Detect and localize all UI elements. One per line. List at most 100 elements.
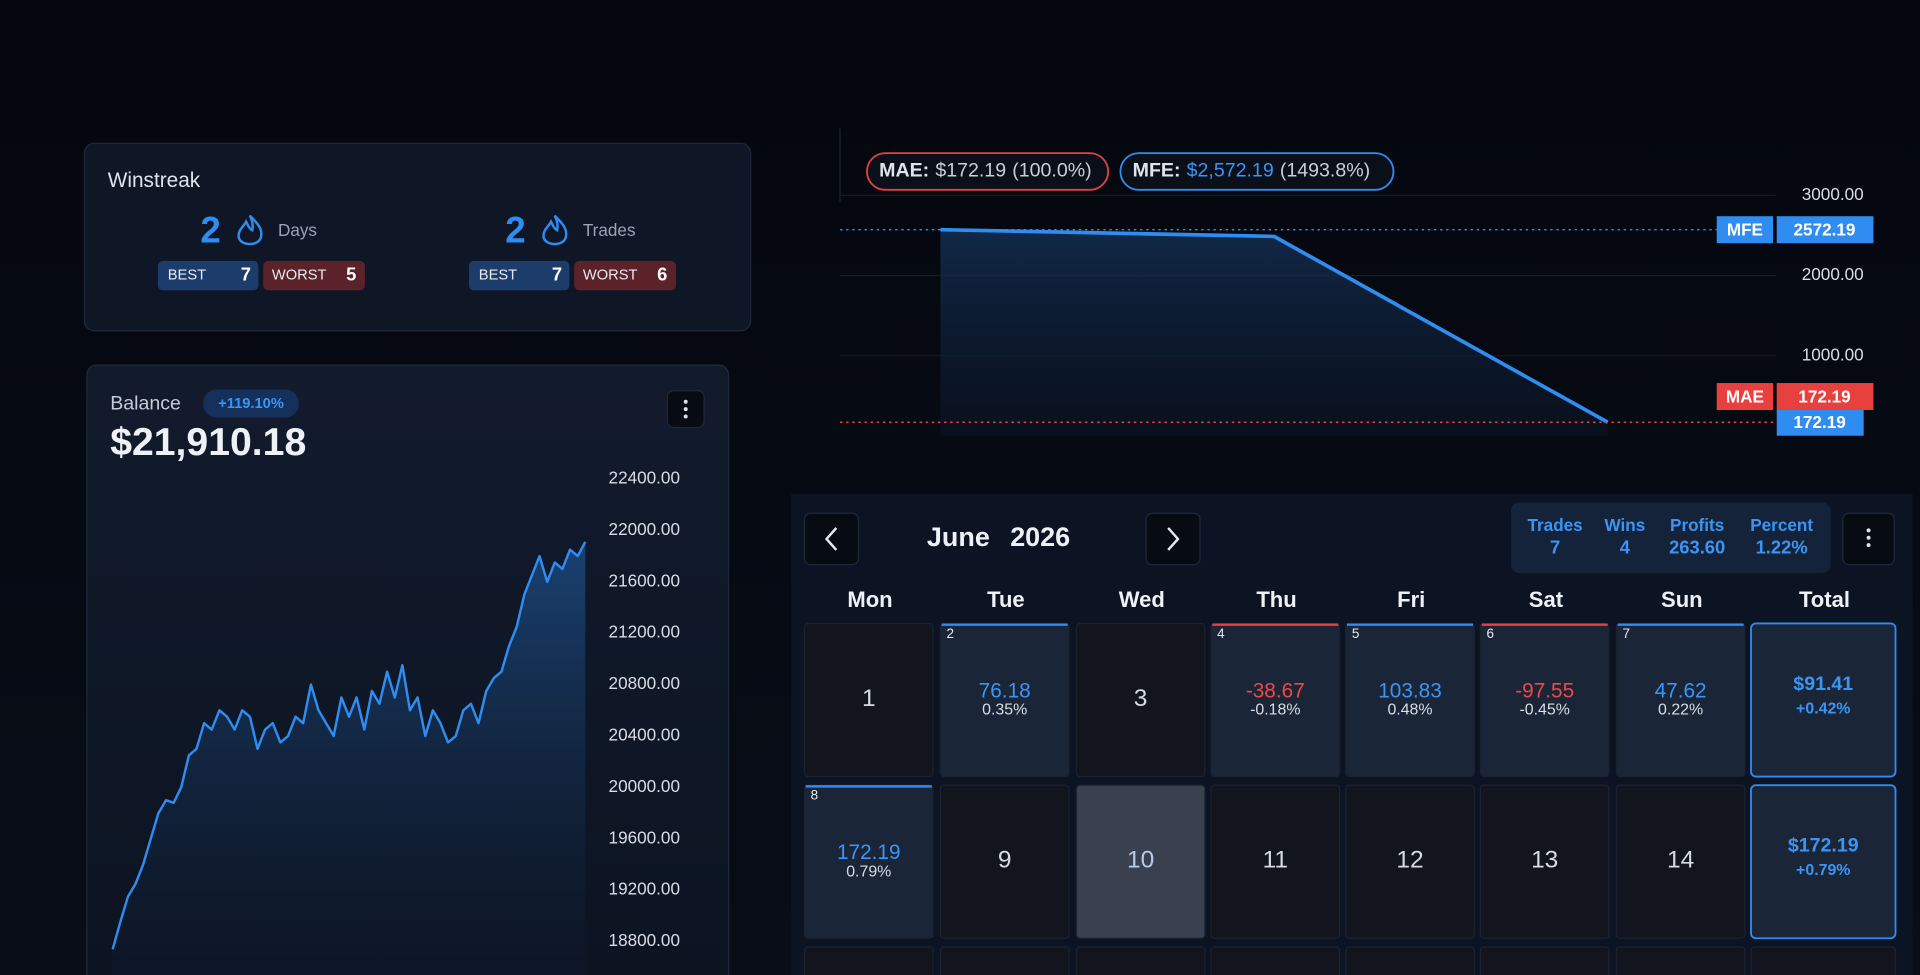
weekday: Tue xyxy=(987,587,1025,612)
last-value-box xyxy=(1776,409,1864,436)
day-number: 4 xyxy=(1217,626,1225,641)
day-cell xyxy=(1075,784,1206,939)
day-cell xyxy=(939,784,1070,939)
y-tick-label: 21600.00 xyxy=(609,570,680,590)
day-number: 1 xyxy=(862,685,876,712)
weekday: Sun xyxy=(1661,587,1703,612)
day-number: 8 xyxy=(811,788,818,803)
day-cell xyxy=(803,946,934,975)
y-tick-label: 20400.00 xyxy=(609,724,680,744)
day-pnl: -97.55 xyxy=(1515,680,1574,703)
prev-month[interactable] xyxy=(803,512,859,566)
stat-label: Trades xyxy=(1527,515,1582,535)
day-pnl: 76.18 xyxy=(979,680,1031,703)
level-value: 2572.19 xyxy=(1794,219,1856,239)
day-cell xyxy=(1210,784,1341,939)
pill-name: MFE: xyxy=(1133,160,1181,182)
balance-title: Balance xyxy=(110,392,181,414)
weekday: Mon xyxy=(847,587,892,612)
day-number: 2 xyxy=(947,626,954,641)
balance-value: $21,910.18 xyxy=(110,421,306,464)
day-number: 9 xyxy=(998,847,1012,874)
worst-badge xyxy=(263,260,365,291)
day-number: 11 xyxy=(1263,847,1288,874)
day-pct: -0.18% xyxy=(1250,702,1300,719)
pill-text: MFE: $2,572.19 (1493.8%) xyxy=(1133,160,1371,182)
y-tick-label: 3000.00 xyxy=(1802,184,1864,204)
total-pct: +0.42% xyxy=(1796,700,1850,717)
best-label: BEST xyxy=(479,267,517,283)
day-pct: 0.35% xyxy=(982,702,1027,719)
streak-unit: Days xyxy=(278,220,317,240)
pill-amount: $2,572.19 xyxy=(1187,160,1274,182)
level-value-box xyxy=(1776,216,1874,244)
day-number: 3 xyxy=(1134,685,1148,712)
day-number: 5 xyxy=(1352,626,1359,641)
y-tick-label: 20800.00 xyxy=(609,673,680,693)
worst-value: 6 xyxy=(657,263,667,284)
worst-label: WORST xyxy=(272,267,327,283)
day-number: 6 xyxy=(1487,626,1494,641)
calendar-menu[interactable] xyxy=(1842,512,1895,566)
day-cell xyxy=(1750,946,1897,975)
day-number: 12 xyxy=(1396,847,1423,874)
best-badge xyxy=(468,260,570,291)
pill-percent: (1493.8%) xyxy=(1280,160,1370,182)
level-name: MAE xyxy=(1726,386,1764,406)
streak-unit: Trades xyxy=(583,220,636,240)
pill xyxy=(866,152,1110,191)
pill-text: MAE: $172.19 (100.0%) xyxy=(879,160,1091,182)
weekday: Sat xyxy=(1529,587,1564,612)
day-pct: 0.48% xyxy=(1387,702,1432,719)
day-cell xyxy=(803,622,934,778)
last-value: 172.19 xyxy=(1793,412,1845,432)
y-tick-label: 1000.00 xyxy=(1802,344,1864,364)
weekday: Total xyxy=(1799,587,1850,612)
day-cell xyxy=(1479,784,1610,939)
y-tick-label: 19200.00 xyxy=(609,879,680,899)
winstreak-title: Winstreak xyxy=(108,169,201,192)
y-tick-label: 21200.00 xyxy=(609,622,680,642)
year: 2026 xyxy=(1010,522,1070,552)
level-name-box xyxy=(1716,216,1774,244)
day-cell xyxy=(1075,946,1206,975)
total-cell xyxy=(1750,784,1897,940)
change-badge xyxy=(203,389,299,418)
change-text: +119.10% xyxy=(218,396,284,412)
day-cell xyxy=(939,946,1070,975)
stat-value: 7 xyxy=(1550,537,1560,558)
pill-name: MAE: xyxy=(879,160,929,182)
total-pct: +0.79% xyxy=(1796,862,1850,879)
stat-value: 1.22% xyxy=(1756,537,1808,558)
day-number: 13 xyxy=(1531,847,1558,874)
day-cell xyxy=(1345,784,1475,939)
level-name: MFE xyxy=(1727,219,1763,239)
day-pnl: -38.67 xyxy=(1246,680,1305,703)
day-pnl: 47.62 xyxy=(1655,680,1707,703)
day-pnl: 103.83 xyxy=(1378,680,1442,703)
stat-label: Percent xyxy=(1750,515,1813,535)
level-value: 172.19 xyxy=(1798,386,1850,406)
total-cell xyxy=(1750,622,1897,778)
level-value-box xyxy=(1776,383,1874,410)
y-tick-label: 20000.00 xyxy=(609,776,680,796)
next-month[interactable] xyxy=(1145,512,1201,566)
menu-button[interactable] xyxy=(666,390,705,429)
y-tick-label: 19600.00 xyxy=(609,827,680,847)
stat-label: Wins xyxy=(1605,515,1646,535)
best-label: BEST xyxy=(168,267,206,283)
stats-box xyxy=(1511,502,1831,574)
day-cell xyxy=(1345,946,1475,975)
day-pnl: 172.19 xyxy=(837,841,901,864)
line xyxy=(940,227,1609,424)
day-number: 10 xyxy=(1127,847,1154,874)
best-value: 7 xyxy=(241,263,251,284)
weekday: Wed xyxy=(1119,587,1165,612)
stat-label: Profits xyxy=(1670,515,1724,535)
worst-value: 5 xyxy=(346,263,356,284)
day-cell xyxy=(1615,946,1746,975)
line xyxy=(111,541,587,950)
day-number: 14 xyxy=(1667,847,1694,874)
month: June xyxy=(927,522,990,552)
area-fill xyxy=(112,541,586,975)
